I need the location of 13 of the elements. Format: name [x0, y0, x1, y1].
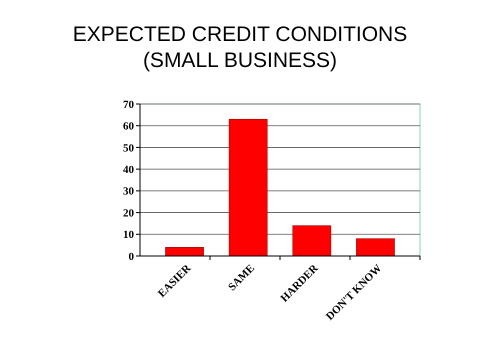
y-tick-label: 20 [123, 207, 134, 220]
y-tick-label: 30 [123, 186, 134, 198]
y-tick-label: 70 [123, 98, 134, 111]
y-tick-label: 0 [128, 250, 134, 263]
y-tick-label: 10 [123, 229, 134, 242]
bar [165, 247, 204, 256]
y-tick-label: 50 [123, 142, 134, 154]
bar [228, 118, 268, 256]
y-tick-label: 60 [123, 120, 134, 133]
bar [292, 225, 332, 256]
bar [356, 238, 395, 256]
y-tick-label: 40 [123, 164, 134, 176]
chart-title: EXPECTED CREDIT CONDITIONS (SMALL BUSINESS) [72, 23, 408, 72]
